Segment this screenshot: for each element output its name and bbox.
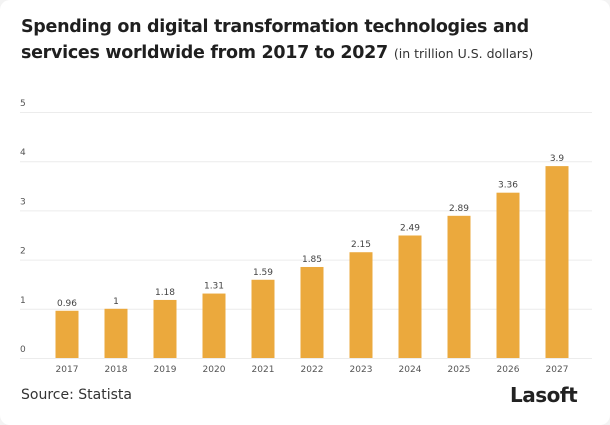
source-text: Source: Statista [21, 387, 132, 403]
bar [202, 293, 226, 358]
data-label: 1.85 [302, 255, 322, 265]
bar [447, 215, 471, 358]
title-text: Spending on digital transformation techn… [21, 17, 529, 63]
data-label: 0.96 [57, 299, 77, 309]
bar [496, 192, 520, 358]
data-label: 1.18 [155, 288, 175, 298]
data-label: 2.15 [351, 240, 371, 250]
data-label: 1.59 [253, 268, 273, 278]
x-tick-label: 2019 [154, 365, 177, 375]
bar [398, 235, 422, 358]
data-label: 3.9 [550, 154, 565, 164]
data-label: 2.89 [449, 204, 469, 214]
y-tick-label: 4 [20, 148, 26, 158]
x-tick-label: 2021 [252, 365, 275, 375]
bar [153, 299, 177, 358]
x-tick-label: 2023 [350, 365, 373, 375]
data-label: 3.36 [498, 181, 518, 191]
lasoft-logo: Lasoft [510, 383, 578, 407]
y-tick-label: 2 [20, 247, 26, 257]
x-tick-label: 2024 [399, 365, 422, 375]
x-tick-label: 2027 [546, 365, 569, 375]
bar [55, 310, 79, 358]
y-tick-label: 3 [20, 197, 26, 207]
bar [104, 308, 128, 358]
x-tick-label: 2025 [448, 365, 471, 375]
chart-title: Spending on digital transformation techn… [21, 14, 601, 67]
bar [349, 252, 373, 358]
bar [251, 279, 275, 358]
y-tick-label: 1 [20, 296, 26, 306]
y-tick-label: 0 [20, 345, 26, 355]
data-label: 1.31 [204, 282, 224, 292]
x-tick-label: 2017 [56, 365, 79, 375]
x-tick-label: 2020 [203, 365, 226, 375]
x-tick-label: 2018 [105, 365, 128, 375]
bar [545, 166, 569, 358]
y-tick-label: 5 [20, 99, 26, 109]
data-label: 1 [113, 297, 119, 307]
data-label: 2.49 [400, 223, 420, 233]
bar [300, 266, 324, 358]
x-tick-label: 2022 [301, 365, 324, 375]
chart-subtitle: (in trillion U.S. dollars) [393, 46, 534, 61]
x-tick-label: 2026 [497, 365, 520, 375]
